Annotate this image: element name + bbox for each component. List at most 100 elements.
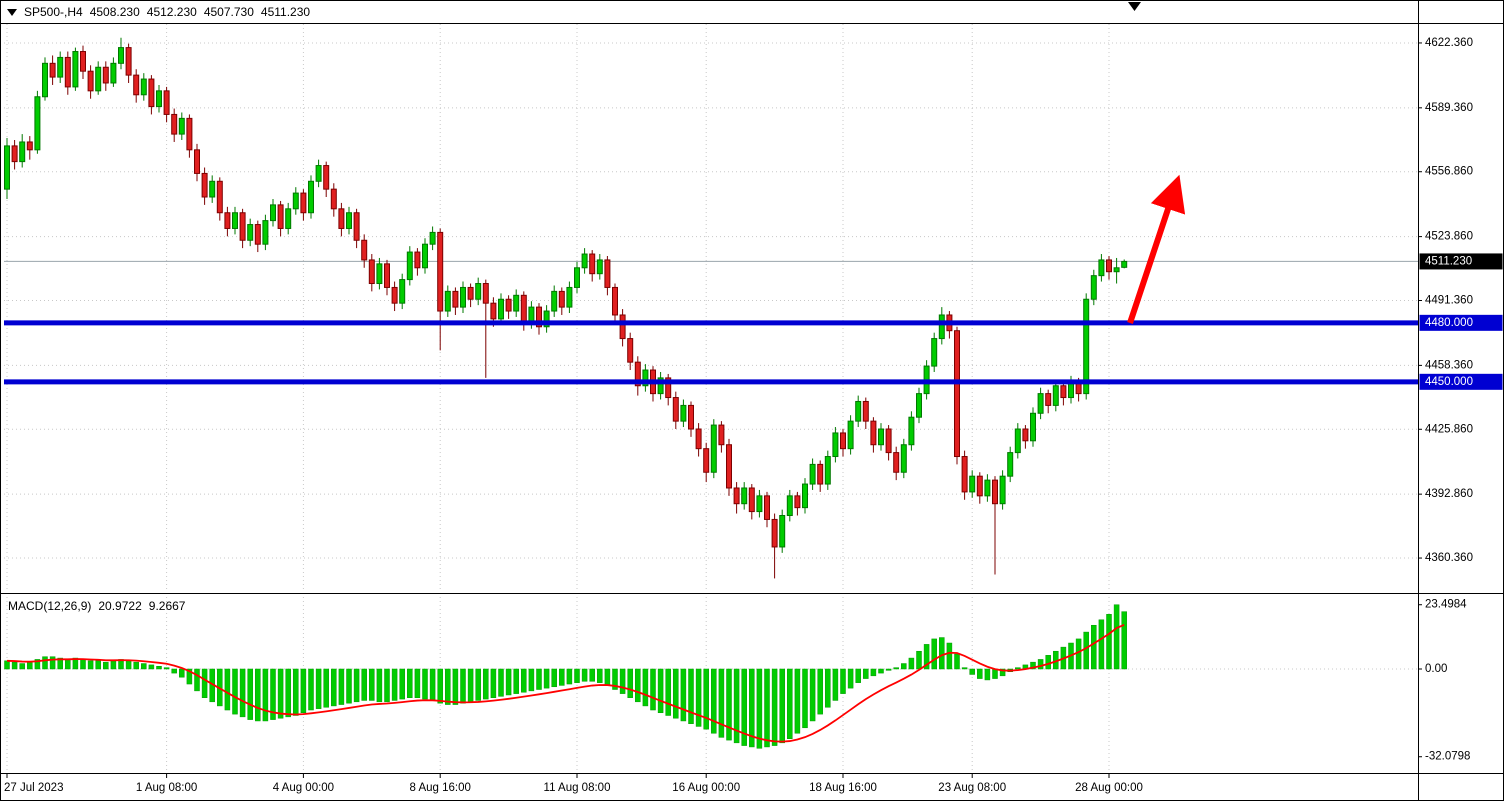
candle [634, 356, 641, 396]
candle [779, 509, 786, 553]
candle [133, 69, 140, 103]
candle [832, 427, 839, 463]
macd-histogram-bar [323, 668, 329, 708]
macd-histogram-bar [391, 668, 398, 701]
macd-histogram-bar [1030, 661, 1036, 670]
level-price-tag-label: 4450.000 [1425, 376, 1473, 388]
macd-main-value: 20.9722 [98, 599, 142, 613]
candle [908, 411, 915, 451]
candle [4, 138, 10, 199]
candle [916, 387, 922, 424]
candle [1106, 255, 1112, 280]
macd-histogram-bar [749, 668, 755, 748]
candle [384, 259, 390, 296]
macd-histogram-bar [779, 668, 785, 744]
macd-histogram-bar [885, 668, 892, 671]
candle [156, 84, 162, 113]
macd-histogram-bar [817, 668, 823, 715]
candle [695, 423, 702, 457]
candle [802, 478, 808, 514]
macd-histogram-bar [969, 668, 975, 675]
macd-histogram-bar [201, 668, 208, 698]
candle [110, 57, 117, 87]
ohlc-close-value: 4511.230 [260, 5, 311, 19]
macd-histogram-bar [429, 668, 436, 701]
macd-histogram-bar [657, 668, 664, 714]
candle [885, 425, 892, 461]
price-axis-label: 4392.860 [1425, 488, 1473, 500]
macd-axis-label: 23.4984 [1425, 599, 1467, 611]
candle [406, 246, 413, 286]
candle [330, 183, 337, 217]
time-axis-label: 11 Aug 08:00 [544, 782, 611, 794]
ohlc-open-value: 4508.230 [89, 5, 140, 19]
candle [938, 307, 945, 345]
macd-histogram-bar [536, 668, 542, 690]
candle [771, 513, 778, 579]
macd-histogram-bar [604, 668, 611, 686]
candle [87, 65, 94, 99]
candle [216, 177, 223, 221]
candle [574, 261, 580, 294]
macd-histogram-bar [726, 668, 732, 741]
macd-histogram-bar [832, 668, 839, 701]
macd-histogram-bar [1113, 604, 1120, 670]
macd-histogram-bar [916, 650, 922, 670]
macd-histogram-bar [939, 637, 945, 670]
chart-info-line: SP500-,H4 4508.230 4512.230 4507.730 451… [7, 5, 310, 19]
candle [672, 391, 679, 429]
macd-histogram-bar [1083, 631, 1089, 670]
ohlc-high-value: 4512.230 [146, 5, 197, 19]
macd-histogram-bar [521, 668, 527, 693]
macd-histogram-bar [331, 668, 337, 707]
level-price-tag [1419, 314, 1503, 331]
candle [847, 415, 854, 455]
macd-histogram-bar [840, 668, 846, 694]
candle [209, 175, 216, 203]
candle [1014, 423, 1021, 459]
candle [726, 438, 732, 496]
candle [429, 226, 436, 251]
candle [376, 257, 383, 290]
macd-histogram-bar [1091, 624, 1097, 670]
macd-histogram-bar [156, 666, 162, 670]
candle [353, 208, 360, 249]
macd-histogram-bar [141, 663, 147, 670]
candle [1113, 257, 1120, 284]
candle [57, 51, 64, 83]
macd-histogram-bar [992, 668, 998, 679]
time-axis-label: 28 Aug 00:00 [1075, 782, 1143, 794]
candle [558, 287, 565, 315]
candle [900, 438, 907, 479]
macd-histogram-bar [787, 668, 793, 739]
candle [270, 198, 276, 227]
macd-histogram-bar [870, 668, 877, 677]
macd-histogram-bar [855, 668, 861, 683]
macd-histogram-bar [665, 668, 671, 716]
macd-histogram-bar [87, 660, 94, 670]
annotations-layer [1127, 2, 1186, 324]
macd-histogram-bar [566, 668, 573, 685]
current-price-tag [1419, 253, 1503, 270]
macd-histogram-bar [293, 668, 299, 716]
candle [1007, 446, 1014, 483]
candle [764, 491, 770, 528]
macd-histogram-bar [300, 668, 307, 714]
macd-histogram-bar [483, 668, 489, 700]
candle [748, 484, 755, 520]
candle [186, 114, 193, 158]
candle [224, 206, 231, 237]
macd-histogram-bar [315, 668, 322, 709]
candle [338, 202, 345, 237]
macd-histogram-bar [467, 668, 474, 703]
candle [254, 220, 261, 253]
macd-histogram-bar [597, 668, 603, 683]
macd-indicator-label: MACD(12,26,9) 20.9722 9.2667 [8, 599, 185, 613]
chart-shift-marker-icon[interactable] [1128, 2, 1141, 11]
candle [596, 254, 603, 280]
trend-arrow[interactable] [1127, 174, 1186, 324]
candle [437, 228, 444, 351]
candle [969, 470, 976, 498]
macd-histogram-bar [718, 668, 725, 738]
candle [703, 442, 710, 483]
